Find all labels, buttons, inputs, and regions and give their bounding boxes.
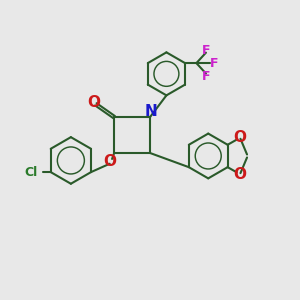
Text: O: O <box>233 167 246 182</box>
Text: O: O <box>103 154 116 169</box>
Text: F: F <box>202 44 211 57</box>
Text: N: N <box>145 104 158 119</box>
Text: O: O <box>87 95 100 110</box>
Text: F: F <box>209 57 218 70</box>
Text: F: F <box>202 70 211 83</box>
Text: Cl: Cl <box>24 166 38 178</box>
Text: O: O <box>233 130 246 145</box>
